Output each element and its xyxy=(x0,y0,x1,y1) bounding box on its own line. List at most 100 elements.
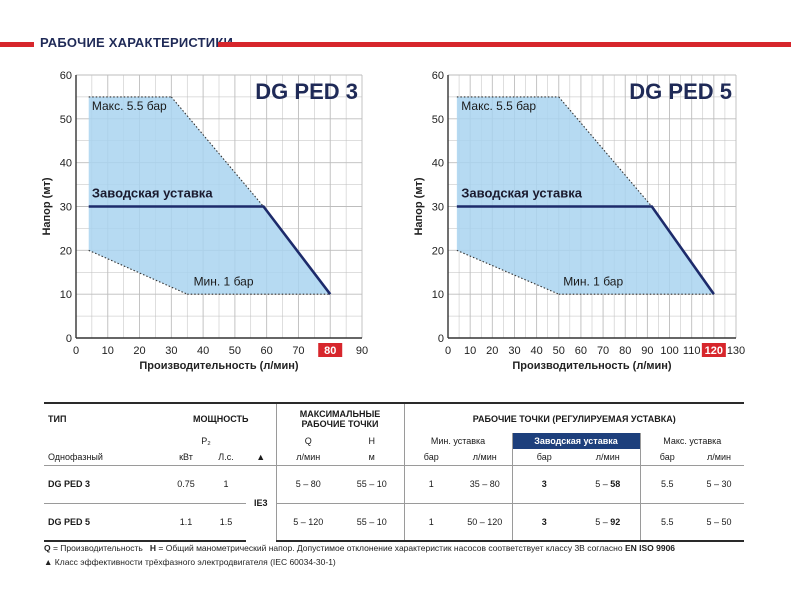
x-tick-label: 130 xyxy=(727,345,745,357)
th-max-lmin: л/мин xyxy=(694,449,744,466)
annotation-factory-setting: Заводская уставка xyxy=(461,186,582,201)
cell-max-bar: 5.5 xyxy=(639,503,694,542)
th-power: МОЩНОСТЬ xyxy=(166,402,276,433)
cell-ie3: IE3 xyxy=(253,498,268,509)
x-tick-label: 50 xyxy=(229,345,241,357)
footnotes: Q = Производительность H = Общий маномет… xyxy=(44,541,675,569)
y-tick-label: 50 xyxy=(60,114,72,126)
y-tick-label: 10 xyxy=(60,289,72,301)
cell-hp: 1 xyxy=(206,465,246,504)
x-tick-label: 50 xyxy=(553,345,565,357)
x-tick-label: 20 xyxy=(486,345,498,357)
y-tick-label: 50 xyxy=(432,114,444,126)
cell-fac-lmin-from: 5 – xyxy=(595,516,611,527)
cell-max-bar: 5.5 xyxy=(639,465,694,504)
footnote-q-h: Q = Производительность H = Общий маномет… xyxy=(44,541,675,555)
cell-max-lmin: 5 – 50 xyxy=(694,503,744,542)
x-tick-label: 120 xyxy=(705,345,723,357)
envelope-boundary xyxy=(88,249,188,295)
x-tick-label: 0 xyxy=(73,345,79,357)
chart-title: DG PED 3 xyxy=(255,79,358,104)
envelope-boundary xyxy=(170,96,264,207)
operating-envelope xyxy=(88,96,331,295)
footnote-triangle-text: Класс эффективности трёхфазного электрод… xyxy=(52,557,336,567)
y-tick-label: 0 xyxy=(66,333,72,345)
cell-min-lmin: 50 – 120 xyxy=(458,503,512,542)
y-tick-label: 20 xyxy=(60,245,72,257)
section-header: РАБОЧИЕ ХАРАКТЕРИСТИКИ xyxy=(0,34,791,54)
cell-type: DG PED 3 xyxy=(44,465,166,504)
footnote-h-text: = Общий манометрический напор. Допустимо… xyxy=(156,543,625,553)
x-tick-label: 40 xyxy=(197,345,209,357)
footnote-iso: EN ISO 9906 xyxy=(624,543,676,553)
y-tick-label: 0 xyxy=(438,333,444,345)
th-fac-bar: бар xyxy=(511,449,576,466)
x-tick-label: 70 xyxy=(597,345,609,357)
annotation-min-bar: Мин. 1 бар xyxy=(563,274,623,288)
factory-setting-curve xyxy=(456,205,715,295)
y-tick-label: 40 xyxy=(432,158,444,170)
cell-fac-lmin: 5 – 58 xyxy=(576,465,640,504)
th-factory-setting: Заводская уставка xyxy=(511,433,640,449)
annotation-max-bar: Макс. 5.5 бар xyxy=(461,99,536,113)
footnote-h-key: H xyxy=(149,543,157,553)
y-tick-label: 30 xyxy=(60,202,72,214)
footnote-triangle-icon: ▲ xyxy=(44,557,53,567)
th-max-bar: бар xyxy=(639,449,694,466)
x-tick-label: 10 xyxy=(102,345,114,357)
th-hp: Л.с. xyxy=(206,449,246,466)
cell-fac-lmin: 5 – 92 xyxy=(576,503,640,542)
y-tick-label: 40 xyxy=(60,158,72,170)
header-rule-left xyxy=(0,42,34,47)
x-tick-label: 80 xyxy=(324,345,336,357)
th-q-unit: л/мин xyxy=(275,449,340,466)
x-axis-label: Производительность (л/мин) xyxy=(512,360,672,372)
x-tick-label: 40 xyxy=(530,345,542,357)
cell-fac-lmin-to: 58 xyxy=(610,479,621,489)
y-tick-label: 60 xyxy=(432,70,444,82)
footnote-q-key: Q xyxy=(44,543,51,553)
chart-title: DG PED 5 xyxy=(629,79,732,104)
x-tick-label: 30 xyxy=(165,345,177,357)
y-tick-label: 20 xyxy=(432,245,444,257)
x-tick-label: 0 xyxy=(445,345,451,357)
x-tick-label: 90 xyxy=(641,345,653,357)
th-triangle: ▲ xyxy=(246,449,276,466)
cell-max-lmin: 5 – 30 xyxy=(694,465,744,504)
x-tick-label: 30 xyxy=(508,345,520,357)
cell-fac-bar: 3 xyxy=(511,503,576,542)
y-axis-label: Напор (мт) xyxy=(413,177,425,235)
th-max-setting: Макс. уставка xyxy=(639,433,744,449)
th-min-lmin: л/мин xyxy=(458,449,512,466)
cell-hp: 1.5 xyxy=(206,503,246,542)
footnote-triangle: ▲ Класс эффективности трёхфазного электр… xyxy=(44,555,675,569)
th-type: ТИП xyxy=(44,402,166,433)
th-q: Q xyxy=(275,433,340,449)
chart-dg-ped-5: 0 10 20 30 40 50 60 0 10 20 30 40 50 60 70 80 90 100 110 12… xyxy=(413,70,745,372)
cell-min-lmin: 35 – 80 xyxy=(458,465,512,504)
x-tick-label: 100 xyxy=(660,345,678,357)
x-tick-highlight xyxy=(701,343,726,357)
table-row: DG PED 5 1.1 1.5 5 – 120 55 – 10 1 50 – … xyxy=(44,503,744,542)
x-tick-label: 60 xyxy=(575,345,587,357)
section-title: РАБОЧИЕ ХАРАКТЕРИСТИКИ xyxy=(40,35,234,50)
x-tick-label: 110 xyxy=(683,345,701,357)
cell-h: 55 – 10 xyxy=(340,465,404,504)
cell-fac-bar: 3 xyxy=(511,465,576,504)
cell-q: 5 – 120 xyxy=(275,503,340,542)
th-min-bar: бар xyxy=(403,449,458,466)
x-tick-highlight xyxy=(318,343,343,357)
cell-fac-lmin-from: 5 – xyxy=(595,479,611,489)
operating-envelope xyxy=(456,96,714,295)
th-min-setting: Мин. уставка xyxy=(403,433,512,449)
x-tick-label: 10 xyxy=(464,345,476,357)
y-tick-label: 10 xyxy=(432,289,444,301)
annotation-factory-setting: Заводская уставка xyxy=(92,186,213,201)
x-tick-label: 90 xyxy=(356,345,368,357)
cell-type: DG PED 5 xyxy=(44,503,166,542)
cell-kw: 1.1 xyxy=(166,503,206,542)
cell-min-bar: 1 xyxy=(403,465,458,504)
th-single-phase: Однофазный xyxy=(44,449,166,466)
y-tick-label: 30 xyxy=(432,202,444,214)
y-tick-label: 60 xyxy=(60,70,72,82)
